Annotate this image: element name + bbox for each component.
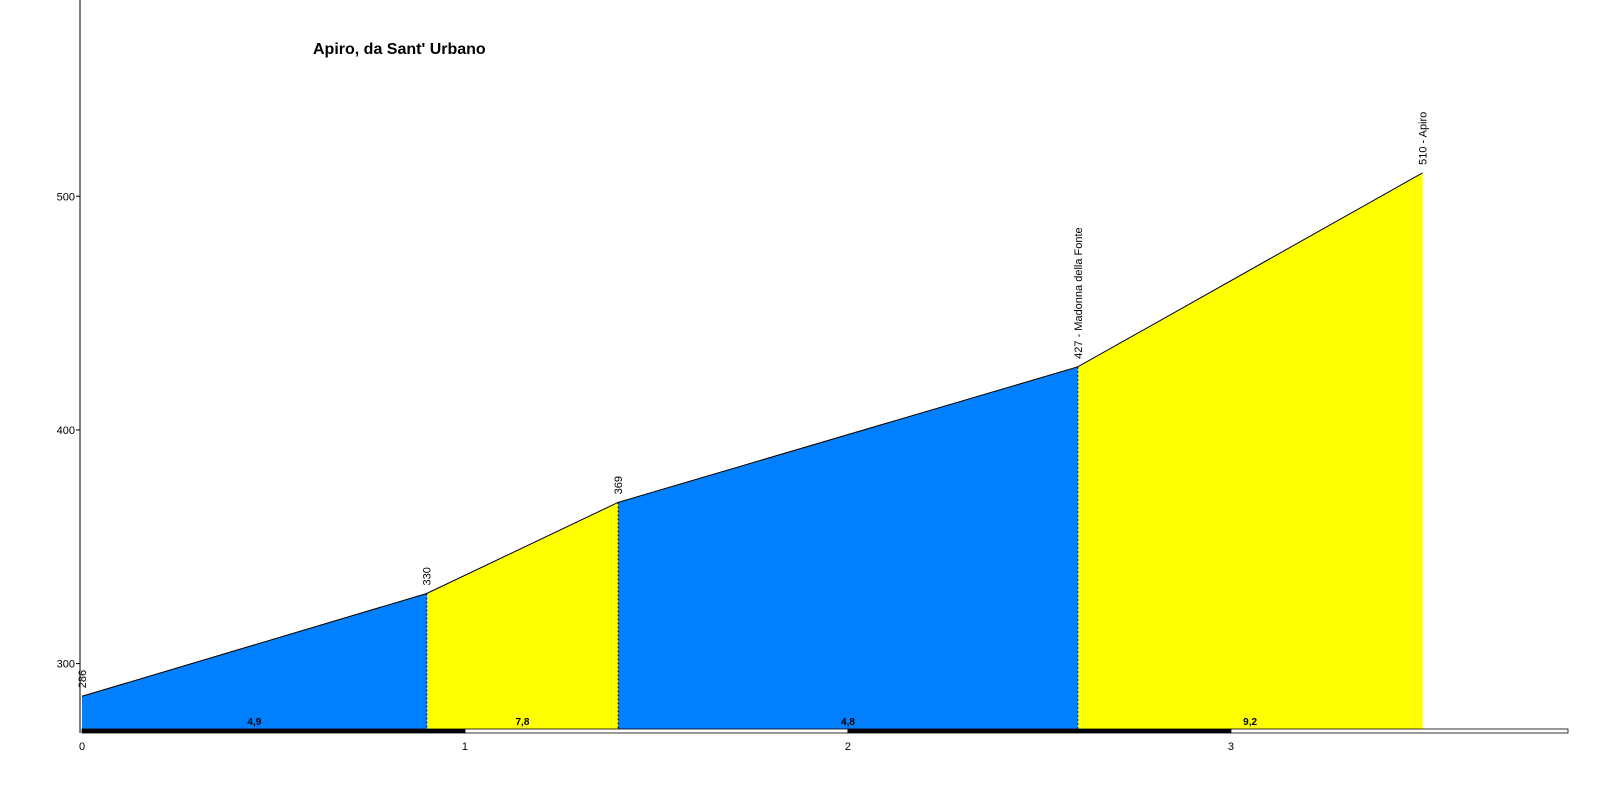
x-tick-label: 1 bbox=[462, 741, 468, 753]
point-label: 369 bbox=[613, 476, 625, 494]
x-tick-label: 3 bbox=[1228, 741, 1234, 753]
chart-title: Apiro, da Sant' Urbano bbox=[313, 41, 486, 58]
x-tick-label: 2 bbox=[845, 741, 851, 753]
profile-segment bbox=[1077, 172, 1423, 730]
gradient-label: 4,9 bbox=[247, 717, 261, 728]
y-tick-label: 500 bbox=[57, 191, 75, 203]
y-tick-label: 300 bbox=[57, 659, 75, 671]
gradient-label: 9,2 bbox=[1243, 717, 1257, 728]
profile-segment bbox=[426, 502, 619, 729]
point-label: 510 - Apiro bbox=[1417, 112, 1429, 165]
km-bar bbox=[464, 728, 849, 734]
profile-segment bbox=[82, 593, 427, 729]
profile-segment bbox=[618, 366, 1078, 729]
profile-line bbox=[81, 172, 1423, 697]
km-bar bbox=[81, 728, 466, 734]
y-tick-label: 400 bbox=[57, 425, 75, 437]
gradient-label: 7,8 bbox=[515, 717, 529, 728]
km-bar bbox=[847, 728, 1232, 734]
point-label: 427 - Madonna della Fonte bbox=[1073, 227, 1085, 358]
gradient-label: 4,8 bbox=[841, 717, 855, 728]
x-tick-label: 0 bbox=[79, 741, 85, 753]
point-label: 330 bbox=[422, 567, 434, 585]
km-bar bbox=[1230, 728, 1569, 734]
point-label: 286 bbox=[77, 670, 89, 688]
